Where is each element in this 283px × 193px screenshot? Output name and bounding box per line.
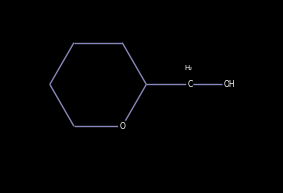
Text: O: O — [119, 122, 125, 131]
Text: OH: OH — [224, 80, 235, 89]
Text: C: C — [187, 80, 192, 89]
Text: H₂: H₂ — [185, 65, 193, 71]
